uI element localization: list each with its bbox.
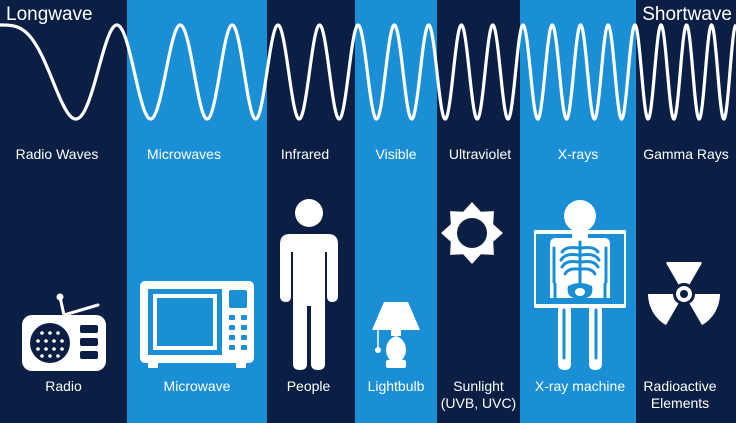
lamp-icon (372, 302, 420, 368)
band-gamma-rays (636, 0, 736, 423)
example-label-radioactive-line-2: Elements (650, 395, 710, 411)
sun-icon (441, 202, 503, 264)
radiation-blade (648, 294, 679, 326)
category-label-ultraviolet: Ultraviolet (448, 146, 512, 162)
microwave-oven-icon (140, 281, 254, 368)
radiation-blade (666, 262, 702, 285)
shortwave-label: Shortwave (642, 4, 732, 25)
example-label-sunlight-line-1: Sunlight (453, 378, 504, 394)
radiation-blade (689, 294, 720, 326)
example-label-radio: Radio (45, 378, 82, 394)
example-label-sunlight-line-2: (UVB, UVC) (440, 395, 517, 411)
category-label-visible: Visible (375, 146, 417, 162)
person-icon (280, 199, 338, 370)
example-label-radioactive-elements: Radioactive Elements (636, 378, 724, 412)
category-label-radio-waves: Radio Waves (15, 146, 99, 162)
example-label-xray-machine: X-ray machine (534, 378, 626, 394)
category-label-microwaves: Microwaves (147, 146, 221, 162)
xray-skeleton-icon (534, 200, 626, 370)
example-label-sunlight: Sunlight (UVB, UVC) (437, 378, 520, 412)
category-label-infrared: Infrared (280, 146, 330, 162)
longwave-label: Longwave (6, 4, 93, 25)
radiation-icon (648, 262, 720, 326)
wave-curve (0, 23, 736, 121)
radio-icon (22, 293, 106, 371)
category-label-gamma-rays: Gamma Rays (643, 146, 729, 162)
example-label-people: People (286, 378, 331, 394)
category-label-x-rays: X-rays (557, 146, 599, 162)
example-label-microwave: Microwave (163, 378, 231, 394)
example-label-lightbulb: Lightbulb (367, 378, 425, 394)
example-label-radioactive-line-1: Radioactive (643, 378, 717, 394)
